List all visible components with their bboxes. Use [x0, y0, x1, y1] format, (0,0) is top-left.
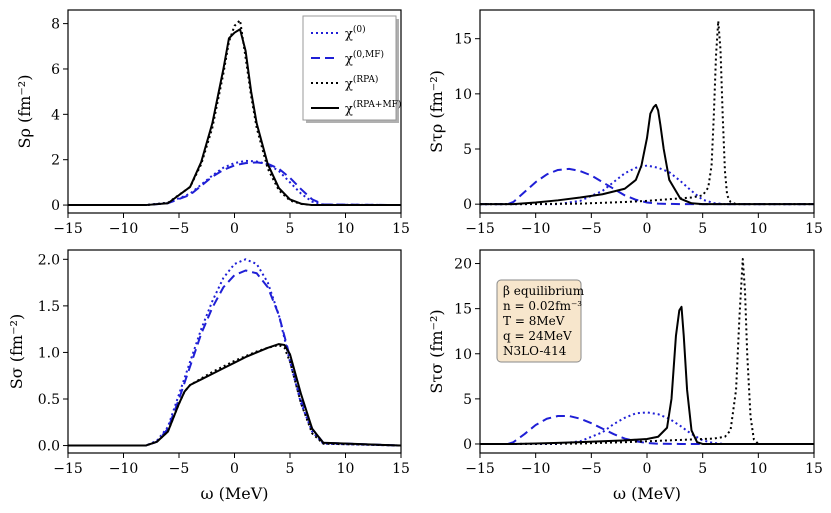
series-line-chirpa [68, 343, 401, 447]
series-line-chi0mf [68, 269, 401, 447]
legend-label-chi0: χ(0) [345, 24, 366, 42]
x-tick-label: −15 [465, 221, 495, 237]
series-line-chirpamf [480, 103, 814, 206]
x-tick-label: 0 [230, 461, 239, 477]
y-tick-label: 20 [454, 257, 472, 273]
series-line-chirpamf [480, 305, 814, 445]
y-tick-label: 5 [463, 392, 472, 408]
x-tick-label: 15 [805, 221, 823, 237]
legend: χ(0) χ(0,MF) χ(RPA) χ(RPA+MF) [302, 15, 401, 123]
x-tick-label: −5 [581, 461, 602, 477]
panel-S_sigma: −15 −10 −5 0 5 10 15 0.0 0.5 1.0 1.5 2.0 Sσ (fm⁻²) ω … [7, 249, 410, 503]
y-tick-label: 8 [51, 17, 60, 33]
x-tick-label: 15 [392, 461, 410, 477]
series-line-chirpamf [68, 343, 401, 447]
y-tick-label: 0.0 [38, 439, 60, 455]
y-tick-label: 4 [51, 107, 60, 123]
x-tick-label: −15 [53, 221, 83, 237]
series-line-chi0mf [68, 161, 401, 207]
y-axis-label: Sρ (fm⁻²) [15, 75, 34, 149]
y-tick-label: 6 [51, 62, 60, 78]
info-line: N3LO-414 [503, 344, 567, 358]
series-line-chirpamf [68, 28, 401, 207]
series-line-chi0 [480, 164, 814, 206]
x-tick-label: 15 [805, 461, 823, 477]
panel-S_tausigma: −15 −10 −5 0 5 10 15 0 5 10 15 20 Sτσ (fm⁻²) ω (MeV) β… [427, 249, 823, 503]
x-tick-label: 0 [230, 221, 239, 237]
y-tick-label: 2.0 [38, 252, 60, 268]
x-tick-label: 10 [337, 221, 355, 237]
axes-frame [67, 249, 402, 454]
info-line: T = 8MeV [503, 314, 565, 328]
x-tick-label: −15 [465, 461, 495, 477]
series-group [68, 258, 401, 447]
x-tick-label: 10 [337, 461, 355, 477]
y-tick-label: 10 [454, 347, 472, 363]
axes-frame [479, 9, 815, 214]
info-box-bg [496, 279, 582, 363]
y-tick-label: 0.5 [38, 392, 60, 408]
series-line-chi0 [68, 159, 401, 207]
y-tick-label: 1.0 [38, 345, 60, 361]
series-group [68, 19, 401, 207]
y-tick-label: 2 [51, 153, 60, 169]
x-tick-label: 5 [698, 461, 707, 477]
legend-label-chirpamf: χ(RPA+MF) [345, 99, 401, 117]
x-axis-label: ω (MeV) [200, 484, 268, 503]
legend-label-chirpa: χ(RPA) [345, 74, 378, 92]
x-tick-label: −10 [109, 221, 139, 237]
y-axis-label: Sτσ (fm⁻²) [427, 309, 446, 393]
y-tick-label: 0 [463, 197, 472, 213]
x-tick-label: 10 [749, 461, 767, 477]
x-tick-label: −5 [169, 221, 190, 237]
y-axis-label: Sτρ (fm⁻²) [427, 70, 446, 153]
y-tick-label: 15 [454, 302, 472, 318]
series-group [480, 20, 814, 206]
series-group [480, 258, 814, 445]
x-tick-label: −5 [581, 221, 602, 237]
series-line-chi0 [68, 258, 401, 447]
x-tick-label: 10 [749, 221, 767, 237]
y-tick-label: 5 [463, 142, 472, 158]
y-tick-label: 10 [454, 87, 472, 103]
x-axis-label: ω (MeV) [613, 484, 681, 503]
legend-box [302, 15, 397, 121]
x-tick-label: 0 [643, 221, 652, 237]
x-tick-label: −5 [169, 461, 190, 477]
series-line-chi0mf [480, 167, 814, 206]
series-line-chi0mf [480, 415, 814, 445]
info-line: n = 0.02fm⁻³ [503, 299, 582, 313]
y-tick-label: 0 [463, 437, 472, 453]
x-tick-label: 0 [643, 461, 652, 477]
x-tick-label: 5 [698, 221, 707, 237]
y-tick-label: 0 [51, 198, 60, 214]
x-tick-label: 5 [286, 221, 295, 237]
x-tick-label: −10 [521, 461, 551, 477]
x-tick-label: 15 [392, 221, 410, 237]
x-tick-label: −10 [109, 461, 139, 477]
x-tick-label: −15 [53, 461, 83, 477]
legend-label-chi0mf: χ(0,MF) [345, 49, 384, 67]
x-tick-label: −10 [521, 221, 551, 237]
info-line: q = 24MeV [503, 329, 572, 343]
y-tick-label: 15 [454, 32, 472, 48]
y-axis-label: Sσ (fm⁻²) [7, 314, 26, 389]
x-tick-label: 5 [286, 461, 295, 477]
panel-S_taurho: −15 −10 −5 0 5 10 15 0 5 10 15 Sτρ (fm⁻²) [427, 9, 823, 237]
y-tick-label: 1.5 [38, 299, 60, 315]
info-line: β equilibrium [503, 284, 585, 298]
series-line-chirpa [480, 20, 814, 206]
